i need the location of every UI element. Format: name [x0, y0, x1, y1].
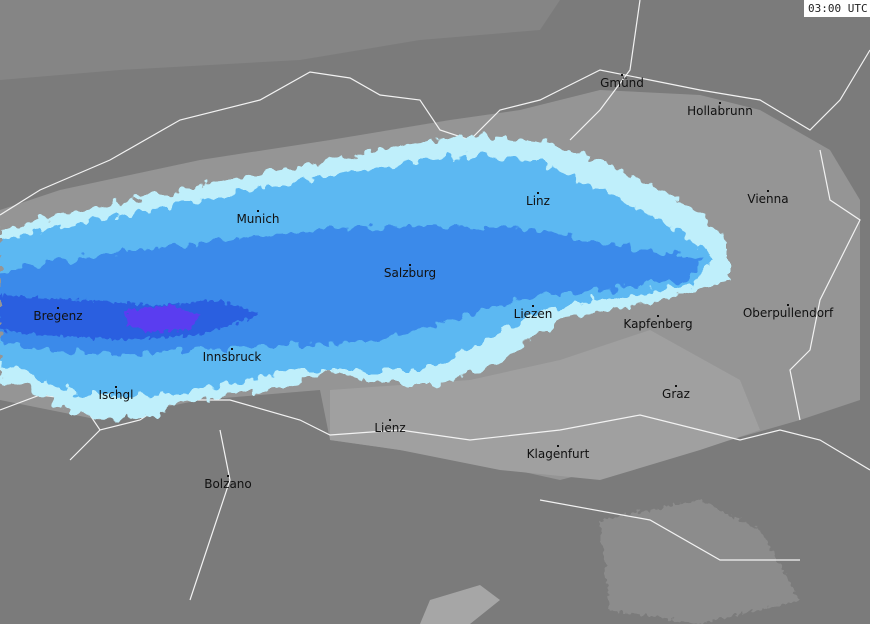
city-marker	[532, 305, 534, 307]
city-label: Munich	[236, 212, 279, 226]
city-marker	[657, 315, 659, 317]
city-layer: Gmünd Hollabrunn Linz Vienna Munich Salzburg B…	[33, 74, 834, 491]
city-label: Bregenz	[33, 309, 82, 323]
city-label: Liezen	[514, 307, 553, 321]
city-marker	[787, 304, 789, 306]
radar-extreme	[125, 305, 200, 332]
city-label: Graz	[662, 387, 690, 401]
city-label: Lienz	[374, 421, 405, 435]
city-label: Bolzano	[204, 477, 252, 491]
city-marker	[389, 419, 391, 421]
city-marker	[675, 385, 677, 387]
city-marker	[57, 307, 59, 309]
city-label: Vienna	[747, 192, 788, 206]
clutter	[600, 500, 800, 624]
southern-austria	[330, 330, 760, 480]
city-marker	[621, 74, 623, 76]
city-label: Hollabrunn	[687, 104, 753, 118]
city-marker	[409, 264, 411, 266]
border-south	[0, 394, 870, 471]
city-label: Kapfenberg	[623, 317, 692, 331]
city-label: Oberpullendorf	[743, 306, 834, 320]
border-misc	[69, 0, 800, 601]
city-label: Innsbruck	[203, 350, 262, 364]
city-marker	[115, 386, 117, 388]
city-marker	[227, 475, 229, 477]
city-marker	[231, 348, 233, 350]
city-marker	[767, 190, 769, 192]
city-label: Salzburg	[384, 266, 436, 280]
northern-area	[0, 0, 560, 80]
city-marker	[257, 210, 259, 212]
timestamp: 03:00 UTC	[808, 2, 868, 15]
city-label: Klagenfurt	[527, 447, 590, 461]
city-label: Gmünd	[600, 76, 644, 90]
lake	[420, 585, 500, 624]
city-marker	[719, 102, 721, 104]
city-label: Linz	[526, 194, 550, 208]
city-marker	[537, 192, 539, 194]
city-label: Ischgl	[99, 388, 134, 402]
city-marker	[557, 445, 559, 447]
border-east	[789, 149, 861, 421]
timestamp-box	[804, 0, 870, 17]
